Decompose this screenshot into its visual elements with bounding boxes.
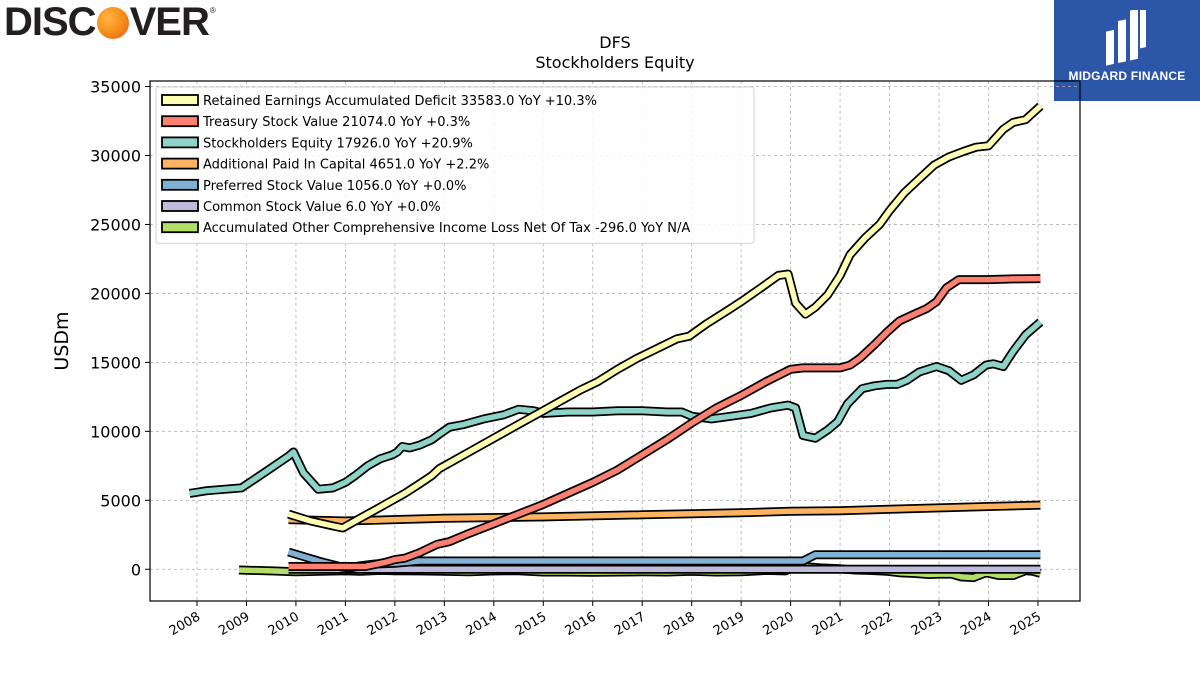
legend-box	[155, 86, 755, 244]
midgard-finance-text: MIDGARD FINANCE	[1068, 69, 1186, 83]
x-tick-label: 2019	[711, 609, 747, 639]
discover-logo: DISC VER ®	[4, 0, 216, 44]
legend-label: Common Stock Value 6.0 YoY +0.0%	[203, 200, 441, 215]
x-tick-label: 2018	[662, 609, 698, 639]
legend-label: Treasury Stock Value 21074.0 YoY +0.3%	[202, 115, 470, 130]
registered-mark: ®	[209, 6, 216, 15]
chart-subtitle: Stockholders Equity	[535, 53, 694, 72]
series-layer	[188, 102, 1044, 583]
midgard-finance-mark-icon	[1106, 10, 1146, 66]
series-line	[189, 319, 1043, 497]
x-tick-label: 2015	[513, 609, 549, 639]
series-retained-earnings-accumulated-deficit	[287, 102, 1044, 533]
discover-logo-orange-disc	[96, 7, 129, 39]
series-line	[288, 502, 1041, 524]
plot-frame	[149, 80, 1081, 602]
legend-swatch	[161, 136, 199, 149]
legend-swatch	[161, 200, 199, 212]
y-axis-label: USDm	[51, 311, 73, 370]
x-tick-label: 2008	[167, 609, 203, 639]
x-tick-label: 2023	[909, 609, 945, 639]
series-line	[288, 275, 1041, 570]
legend-label: Accumulated Other Comprehensive Income L…	[203, 221, 690, 236]
legend-swatch	[161, 178, 199, 191]
x-tick-label: 2011	[315, 609, 351, 639]
midgard-finance-logo: MIDGARD FINANCE	[1054, 0, 1200, 101]
series-additional-paid-in-capital	[288, 500, 1041, 526]
y-tick-label: 30000	[90, 146, 141, 165]
x-tick-label: 2012	[365, 609, 401, 639]
legend: Retained Earnings Accumulated Deficit 33…	[155, 86, 755, 244]
series-treasury-stock-value	[288, 274, 1041, 571]
discover-logo-text-end: VER	[129, 0, 210, 44]
x-tick-label: 2014	[464, 609, 500, 639]
series-stockholders-equity	[188, 318, 1044, 498]
y-tick-label: 35000	[90, 78, 141, 97]
legend-label: Stockholders Equity 17926.0 YoY +20.9%	[203, 136, 473, 151]
legend-swatch	[161, 157, 199, 170]
y-tick-label: 5000	[100, 491, 141, 510]
legend-swatch	[161, 221, 199, 234]
y-tick-label: 15000	[90, 353, 141, 372]
x-tick-label: 2024	[958, 609, 994, 639]
legend-swatch	[161, 115, 199, 128]
x-tick-label: 2022	[859, 609, 895, 639]
y-tick-label: 20000	[90, 284, 141, 303]
series-line	[287, 104, 1043, 531]
y-tick-label: 10000	[90, 422, 141, 441]
x-tick-label: 2017	[612, 609, 648, 639]
discover-logo-text-start: DISC	[4, 0, 97, 44]
x-tick-label: 2009	[216, 609, 252, 639]
legend-label: Preferred Stock Value 1056.0 YoY +0.0%	[203, 179, 467, 194]
x-tick-label: 2013	[414, 609, 450, 639]
x-tick-label: 2020	[760, 609, 796, 639]
x-tick-label: 2025	[1008, 609, 1044, 639]
legend-swatch	[161, 94, 199, 106]
legend-label: Retained Earnings Accumulated Deficit 33…	[203, 94, 597, 109]
x-tick-label: 2010	[266, 609, 302, 639]
x-tick-label: 2021	[810, 609, 846, 639]
chart-title: DFS	[599, 33, 630, 52]
x-tick-label: 2016	[563, 609, 599, 639]
y-tick-label: 25000	[90, 215, 141, 234]
legend-label: Additional Paid In Capital 4651.0 YoY +2…	[203, 158, 489, 173]
y-tick-label: 0	[131, 560, 141, 579]
